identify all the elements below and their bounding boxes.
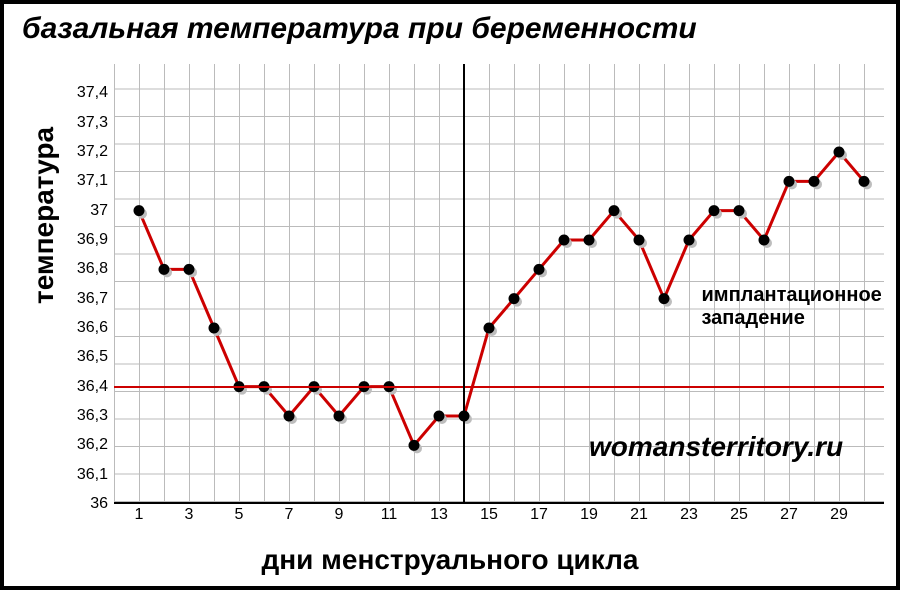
y-tick-label: 36,5: [77, 348, 108, 366]
data-point: [509, 294, 519, 304]
x-tick-label: 13: [430, 506, 448, 524]
watermark-text: womansterritory.ru: [589, 431, 843, 463]
data-point: [834, 147, 844, 157]
y-tick-label: 37,4: [77, 84, 108, 102]
x-tick-label: 23: [680, 506, 698, 524]
x-tick-label: 17: [530, 506, 548, 524]
x-tick-label: 19: [580, 506, 598, 524]
y-tick-label: 37,1: [77, 172, 108, 190]
chart-title: базальная температура при беременности: [22, 12, 697, 46]
y-tick-label: 36,4: [77, 378, 108, 396]
y-tick-label: 36,7: [77, 290, 108, 308]
x-tick-label: 9: [335, 506, 344, 524]
y-tick-label: 37,3: [77, 114, 108, 132]
data-point: [709, 206, 719, 216]
x-tick-label: 3: [185, 506, 194, 524]
data-point: [534, 264, 544, 274]
y-tick-label: 36,3: [77, 407, 108, 425]
data-point: [434, 411, 444, 421]
chart-plot-area: 3636,136,236,336,436,536,636,736,836,937…: [114, 64, 884, 504]
x-tick-label: 15: [480, 506, 498, 524]
y-tick-label: 36,9: [77, 231, 108, 249]
reference-hline: [114, 386, 884, 388]
y-tick-label: 36,8: [77, 260, 108, 278]
x-tick-label: 27: [780, 506, 798, 524]
data-point: [609, 206, 619, 216]
y-tick-label: 36: [90, 495, 108, 513]
data-point: [134, 206, 144, 216]
x-tick-label: 29: [830, 506, 848, 524]
data-point: [334, 411, 344, 421]
x-tick-label: 21: [630, 506, 648, 524]
y-tick-label: 36,6: [77, 319, 108, 337]
y-tick-label: 36,1: [77, 466, 108, 484]
data-point: [809, 176, 819, 186]
x-tick-label: 25: [730, 506, 748, 524]
data-point: [734, 206, 744, 216]
data-point: [409, 440, 419, 450]
x-tick-label: 5: [235, 506, 244, 524]
data-point: [184, 264, 194, 274]
data-point: [284, 411, 294, 421]
y-tick-label: 37,2: [77, 143, 108, 161]
x-axis-label: дни менструального цикла: [4, 544, 896, 576]
implantation-annotation: имплантационноезападение: [702, 284, 882, 330]
x-tick-label: 11: [381, 506, 398, 524]
data-point: [784, 176, 794, 186]
data-point: [209, 323, 219, 333]
y-tick-label: 36,2: [77, 436, 108, 454]
data-point: [634, 235, 644, 245]
data-point: [559, 235, 569, 245]
data-point: [159, 264, 169, 274]
data-point: [684, 235, 694, 245]
data-point: [584, 235, 594, 245]
y-axis-label: температура: [28, 127, 60, 304]
x-tick-label: 1: [135, 506, 144, 524]
data-point: [759, 235, 769, 245]
reference-vline: [463, 64, 465, 504]
data-point: [659, 294, 669, 304]
data-point: [859, 176, 869, 186]
data-point: [484, 323, 494, 333]
y-tick-label: 37: [90, 202, 108, 220]
x-tick-label: 7: [285, 506, 294, 524]
